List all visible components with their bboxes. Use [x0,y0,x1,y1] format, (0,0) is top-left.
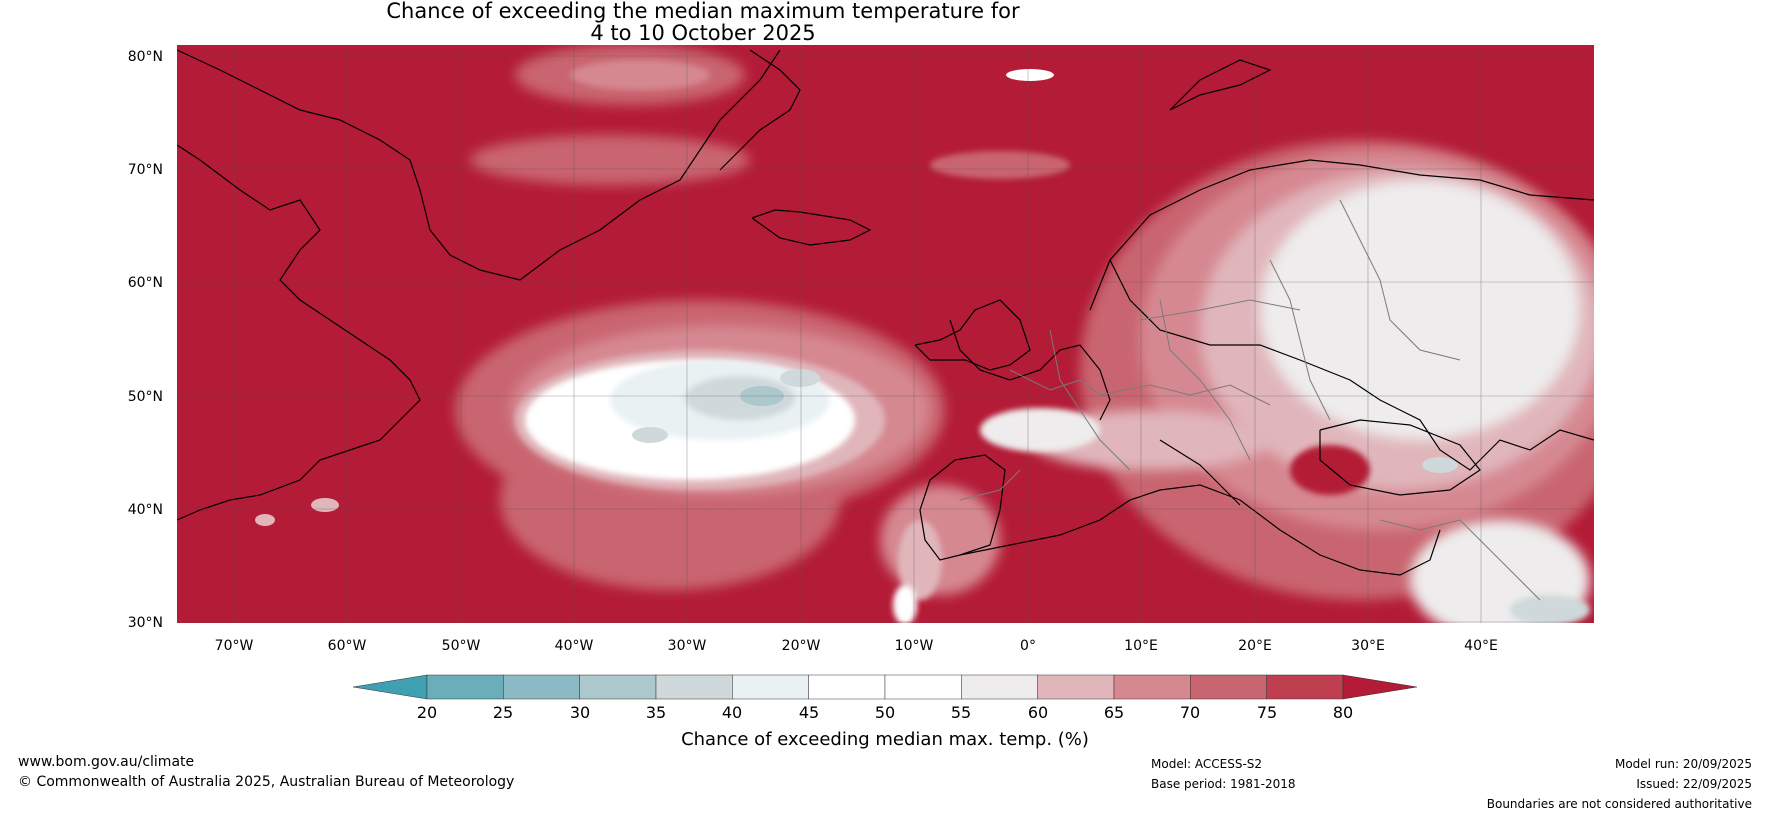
lon-label-40e: 40°E [1464,638,1498,654]
colorbar-segments [426,674,1344,700]
lat-label-60n: 60°N [128,275,163,291]
model-name: Model: ACCESS-S2 [1151,757,1263,771]
colorbar-tick-65: 65 [1104,703,1124,722]
colorbar-tick-20: 20 [417,703,437,722]
colorbar-segment-65-70 [1113,674,1191,700]
website-link[interactable]: www.bom.gov.au/climate [18,754,195,770]
map-title-line-2: 4 to 10 October 2025 [590,21,816,45]
colorbar-segment-45-50 [808,674,886,700]
lat-label-40n: 40°N [128,502,163,518]
colorbar-tick-75: 75 [1257,703,1277,722]
lat-label-50n: 50°N [128,389,163,405]
lon-label-20e: 20°E [1238,638,1272,654]
copyright-notice: © Commonwealth of Australia 2025, Austra… [18,774,515,790]
probability-field [177,45,1594,623]
colorbar-tick-labels: 20 25 30 35 40 45 50 55 60 65 70 75 80 [417,703,1353,722]
lon-label-20w: 20°W [782,638,821,654]
colorbar-tick-70: 70 [1180,703,1200,722]
colorbar-title: Chance of exceeding median max. temp. (%… [681,729,1089,750]
longitude-labels: 70°W 60°W 50°W 40°W 30°W 20°W 10°W 0° 10… [215,638,1498,654]
lat-label-70n: 70°N [128,162,163,178]
base-period: Base period: 1981-2018 [1151,777,1296,791]
colorbar-segment-35-40 [655,674,733,700]
lon-label-10e: 10°E [1124,638,1158,654]
colorbar-segment-70-75 [1190,674,1267,700]
graticule [177,45,1594,623]
country-borders [959,199,1541,601]
northern-patches [255,45,1070,526]
colorbar-segment-25-30 [503,674,580,700]
colorbar-tick-35: 35 [646,703,666,722]
colorbar-segment-40-45 [732,674,809,700]
colorbar-tick-50: 50 [875,703,895,722]
colorbar-high-extension [1342,674,1418,700]
coastlines [177,49,1594,576]
colorbar-tick-30: 30 [570,703,590,722]
colorbar-segment-60-65 [1037,674,1115,700]
colorbar-segment-50-55 [884,674,962,700]
colorbar-segment-55-60 [961,674,1038,700]
colorbar-tick-25: 25 [493,703,513,722]
colorbar-tick-80: 80 [1333,703,1353,722]
colorbar: 20 25 30 35 40 45 50 55 60 65 70 75 80 C… [352,674,1418,750]
colorbar-segment-20-25 [426,674,504,700]
colorbar-tick-40: 40 [722,703,742,722]
lon-label-70w: 70°W [215,638,254,654]
lon-label-40w: 40°W [555,638,594,654]
iberian-plume [880,485,1000,623]
issued-date: Issued: 22/09/2025 [1636,777,1752,791]
boundaries-disclaimer: Boundaries are not considered authoritat… [1486,797,1752,811]
lat-label-80n: 80°N [128,49,163,65]
atlantic-anomaly-region [455,300,945,590]
lon-label-50w: 50°W [442,638,481,654]
colorbar-tick-60: 60 [1028,703,1048,722]
lon-label-30e: 30°E [1351,638,1385,654]
map-panel: 80°N 70°N 60°N 50°N 40°N 30°N 70°W 60°W … [128,45,1594,654]
colorbar-segment-30-35 [579,674,657,700]
colorbar-low-extension [352,674,428,700]
lat-label-30n: 30°N [128,615,163,631]
map-title-line-1: Chance of exceeding the median maximum t… [386,0,1020,23]
colorbar-tick-55: 55 [951,703,971,722]
lon-label-0: 0° [1020,638,1036,654]
lon-label-60w: 60°W [328,638,367,654]
latitude-labels: 80°N 70°N 60°N 50°N 40°N 30°N [128,49,163,631]
colorbar-tick-45: 45 [799,703,819,722]
model-run-date: Model run: 20/09/2025 [1614,757,1752,771]
colorbar-segment-75-80 [1266,674,1344,700]
lon-label-10w: 10°W [895,638,934,654]
lon-label-30w: 30°W [668,638,707,654]
